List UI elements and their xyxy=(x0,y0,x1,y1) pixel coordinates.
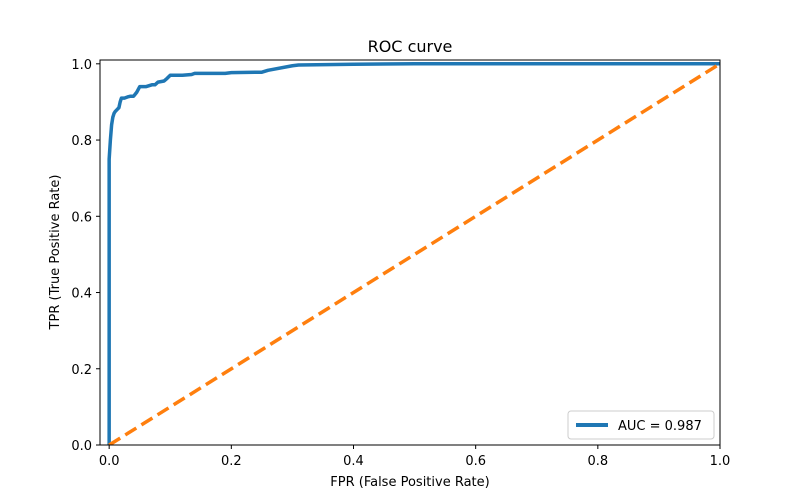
y-tick-label: 1.0 xyxy=(71,58,92,73)
x-tick-label: 0.4 xyxy=(343,454,364,469)
legend-box xyxy=(567,410,715,440)
legend-label: AUC = 0.987 xyxy=(618,419,702,434)
x-axis-label: FPR (False Positive Rate) xyxy=(330,475,489,490)
x-tick-label: 0.2 xyxy=(221,454,242,469)
roc-curve-line xyxy=(107,62,720,445)
y-tick-label: 0.8 xyxy=(71,134,92,149)
legend: AUC = 0.987 xyxy=(567,410,715,440)
y-tick-label: 0.6 xyxy=(71,210,92,225)
y-tick-label: 0.4 xyxy=(71,287,92,302)
chance-diagonal-line xyxy=(108,62,720,445)
series-layer xyxy=(107,62,720,445)
y-axis: 0.0 0.2 0.4 0.6 0.8 1.0 xyxy=(71,58,100,454)
y-tick-label: 0.0 xyxy=(71,439,92,454)
plot-frame xyxy=(99,59,721,446)
x-tick-label: 0.6 xyxy=(465,454,486,469)
y-tick-label: 0.2 xyxy=(71,363,92,378)
chart-title: ROC curve xyxy=(368,37,453,56)
x-axis: 0.0 0.2 0.4 0.6 0.8 1.0 xyxy=(99,445,731,469)
x-tick-label: 1.0 xyxy=(710,454,731,469)
x-tick-label: 0.0 xyxy=(99,454,120,469)
x-tick-label: 0.8 xyxy=(587,454,608,469)
y-axis-label: TPR (True Positive Rate) xyxy=(48,175,63,331)
